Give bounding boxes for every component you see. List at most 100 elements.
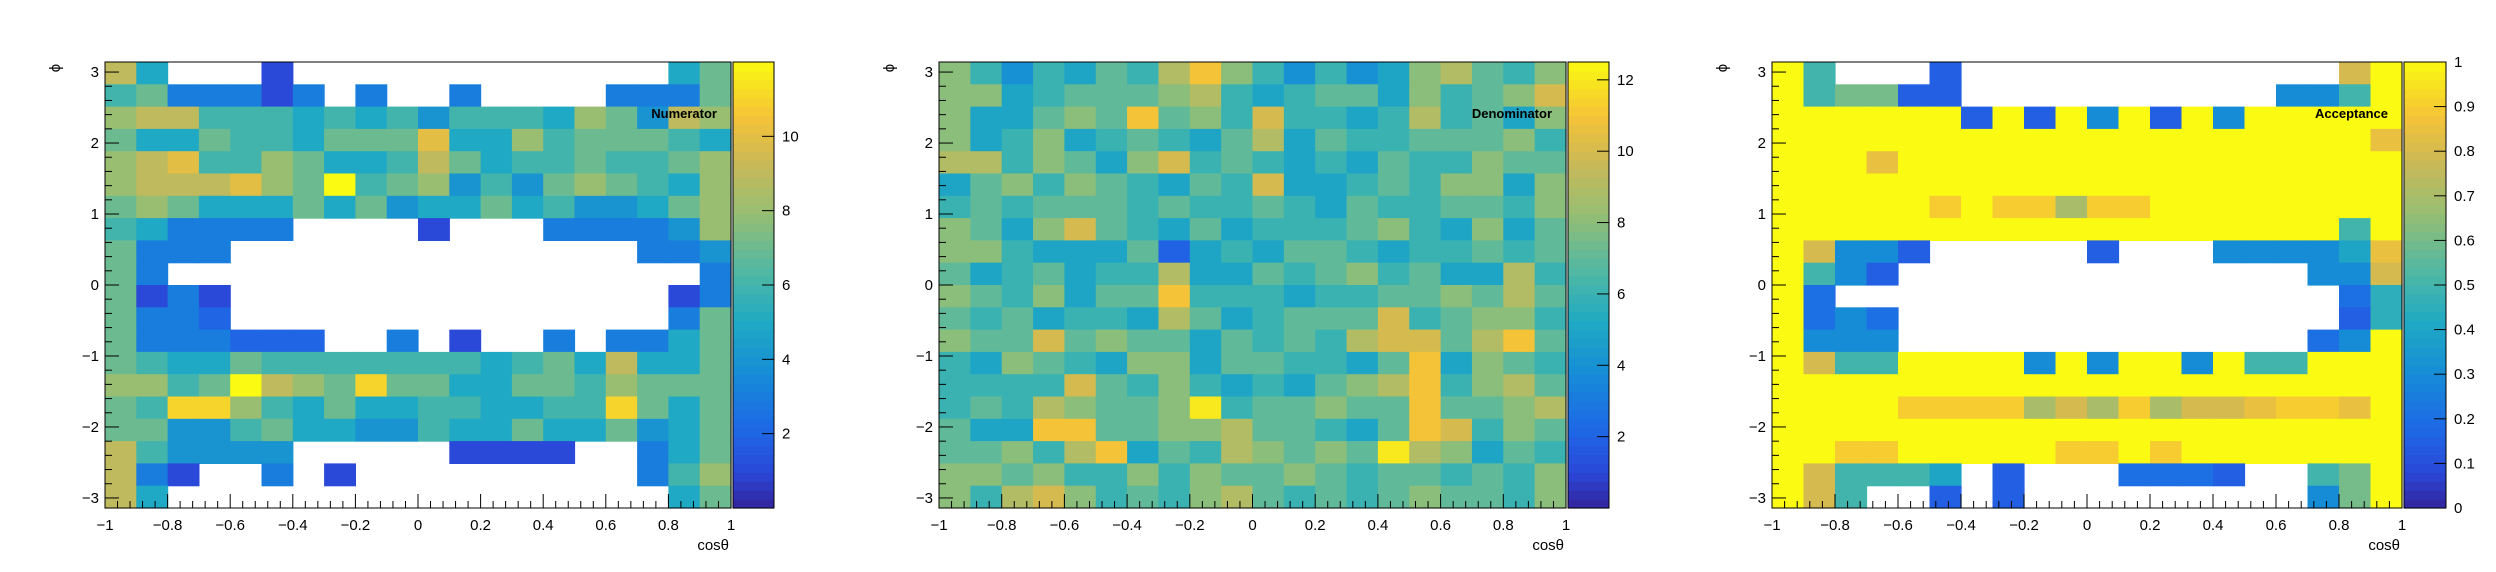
heatmap-cell	[939, 418, 971, 442]
heatmap-cell	[1095, 463, 1128, 487]
heatmap-cell	[1503, 374, 1536, 398]
heatmap-cell	[2055, 218, 2088, 241]
heatmap-cell	[1440, 218, 1473, 241]
heatmap-cell	[1158, 195, 1191, 219]
heatmap-cell	[1346, 151, 1379, 175]
heatmap-cell	[261, 173, 294, 197]
heatmap-cell	[1866, 262, 1899, 286]
colorbar-band	[1568, 302, 1609, 313]
heatmap-cell	[1377, 128, 1410, 152]
heatmap-cell	[1409, 262, 1442, 286]
heatmap-cell	[939, 218, 971, 241]
heatmap-cell	[386, 329, 419, 353]
heatmap-cell	[543, 151, 576, 175]
y-tick-label: −3	[1749, 490, 1766, 507]
heatmap-cell	[2181, 218, 2214, 241]
x-axis-title: cosθ	[1532, 537, 1564, 554]
heatmap-cell	[970, 62, 1003, 85]
heatmap-cell	[324, 463, 356, 487]
heatmap-cell	[1158, 374, 1191, 398]
heatmap-cell	[2150, 173, 2183, 197]
heatmap-cell	[261, 418, 294, 442]
heatmap-cell	[418, 396, 450, 420]
heatmap-cell	[1189, 262, 1222, 286]
heatmap-cell	[230, 441, 263, 464]
colorbar-band	[2404, 347, 2446, 357]
heatmap-cell	[1001, 396, 1034, 420]
heatmap-cell	[198, 307, 231, 331]
heatmap-cell	[1346, 374, 1379, 398]
heatmap-cell	[2213, 418, 2246, 442]
heatmap-cell	[1064, 418, 1097, 442]
heatmap-cell	[1503, 173, 1536, 197]
x-tick-label: 0	[2083, 517, 2091, 534]
heatmap-cell	[1929, 418, 1962, 442]
colorbar-band	[1568, 311, 1609, 322]
heatmap-cell	[1189, 329, 1222, 353]
heatmap-cell	[1503, 285, 1536, 308]
colorbar-band	[1568, 409, 1609, 420]
heatmap-cell	[1221, 463, 1254, 487]
heatmap-cell	[939, 84, 971, 108]
heatmap-cell	[1835, 128, 1868, 152]
heatmap-cell	[1221, 195, 1254, 219]
heatmap-cell	[2181, 106, 2214, 130]
heatmap-cell	[1803, 307, 1836, 331]
heatmap-cell	[105, 396, 137, 420]
heatmap-cell	[1534, 151, 1567, 175]
heatmap-cell	[1221, 285, 1254, 308]
heatmap-cell	[1189, 240, 1222, 264]
heatmap-cell	[2307, 262, 2340, 286]
heatmap-cell	[1315, 351, 1348, 375]
heatmap-cell	[1252, 441, 1285, 464]
heatmap-cell	[2087, 418, 2120, 442]
heatmap-cell	[1252, 262, 1285, 286]
heatmap-cell	[1095, 173, 1128, 197]
heatmap-cell	[1961, 351, 1994, 375]
heatmap-cell	[449, 329, 482, 353]
colorbar-band	[2404, 231, 2446, 241]
heatmap-cell	[2307, 106, 2340, 130]
heatmap-cell	[1283, 195, 1316, 219]
heatmap-cell	[105, 62, 137, 85]
heatmap-cell	[1898, 195, 1931, 219]
heatmap-cell	[1440, 106, 1473, 130]
heatmap-cell	[1095, 485, 1128, 509]
heatmap-cell	[1221, 173, 1254, 197]
colorbar-band	[1568, 195, 1609, 206]
heatmap-cell	[1315, 485, 1348, 509]
heatmap-cell	[1803, 396, 1836, 420]
heatmap-cell	[1064, 106, 1097, 130]
heatmap-cell	[1033, 195, 1065, 219]
heatmap-cell	[1803, 418, 1836, 442]
heatmap-cell	[2213, 173, 2246, 197]
heatmap-cell	[1534, 240, 1567, 264]
heatmap-cell	[1409, 84, 1442, 108]
colorbar-tick-label: 0.4	[2454, 322, 2475, 339]
heatmap-cell	[1095, 62, 1128, 85]
colorbar-tick-label: 0.8	[2454, 143, 2475, 160]
colorbar-band	[733, 151, 774, 161]
heatmap-cell	[2370, 173, 2403, 197]
heatmap-cell	[1158, 62, 1191, 85]
heatmap-cell	[198, 106, 231, 130]
heatmap-cell	[699, 262, 732, 286]
heatmap-cell	[198, 418, 231, 442]
heatmap-cell	[2276, 128, 2309, 152]
heatmap-cell	[105, 441, 137, 464]
colorbar-tick-label: 0.3	[2454, 366, 2475, 383]
heatmap-cell	[1961, 106, 1994, 130]
heatmap-cell	[1033, 218, 1065, 241]
colorbar-band	[1568, 177, 1609, 188]
heatmap-cell	[167, 307, 200, 331]
heatmap-cell	[2307, 485, 2340, 509]
x-axis-title: cosθ	[2368, 537, 2400, 554]
colorbar-band	[2404, 249, 2446, 259]
heatmap-cell	[1377, 262, 1410, 286]
colorbar-band	[2404, 302, 2446, 313]
heatmap-cell	[198, 329, 231, 353]
heatmap-panel-denominator: −1 −0.8 −0.6 −0.4 −0.2 0 0.2 0.4 0.6 0.8 1 −3 −2 −1 0 1…	[881, 61, 1634, 554]
colorbar-band	[733, 392, 774, 402]
heatmap-cell	[939, 128, 971, 152]
heatmap-cell	[1440, 128, 1473, 152]
